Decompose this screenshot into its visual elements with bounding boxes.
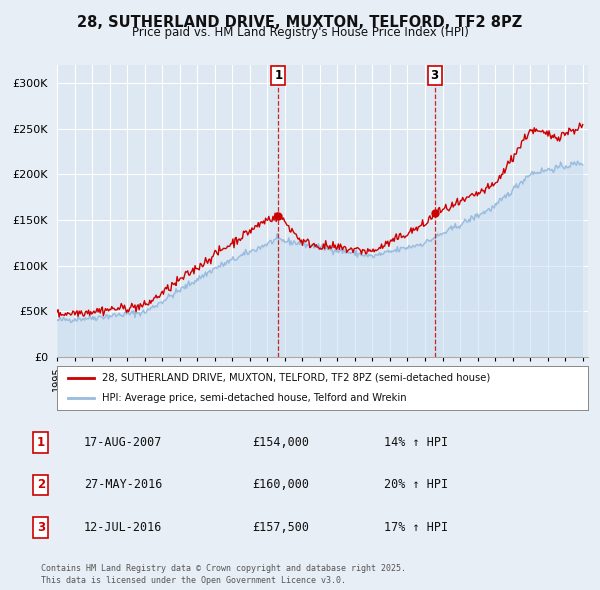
Text: 17% ↑ HPI: 17% ↑ HPI — [384, 521, 448, 534]
Text: 27-MAY-2016: 27-MAY-2016 — [84, 478, 163, 491]
Text: HPI: Average price, semi-detached house, Telford and Wrekin: HPI: Average price, semi-detached house,… — [102, 393, 407, 403]
Text: 3: 3 — [37, 521, 45, 534]
Text: 3: 3 — [430, 70, 439, 83]
Text: 28, SUTHERLAND DRIVE, MUXTON, TELFORD, TF2 8PZ: 28, SUTHERLAND DRIVE, MUXTON, TELFORD, T… — [77, 15, 523, 30]
Text: 1: 1 — [37, 436, 45, 449]
Text: £157,500: £157,500 — [252, 521, 309, 534]
Text: 12-JUL-2016: 12-JUL-2016 — [84, 521, 163, 534]
Text: 17-AUG-2007: 17-AUG-2007 — [84, 436, 163, 449]
Text: 14% ↑ HPI: 14% ↑ HPI — [384, 436, 448, 449]
Text: 2: 2 — [37, 478, 45, 491]
Text: 28, SUTHERLAND DRIVE, MUXTON, TELFORD, TF2 8PZ (semi-detached house): 28, SUTHERLAND DRIVE, MUXTON, TELFORD, T… — [102, 373, 490, 383]
Text: Price paid vs. HM Land Registry's House Price Index (HPI): Price paid vs. HM Land Registry's House … — [131, 26, 469, 39]
Text: 20% ↑ HPI: 20% ↑ HPI — [384, 478, 448, 491]
Text: Contains HM Land Registry data © Crown copyright and database right 2025.
This d: Contains HM Land Registry data © Crown c… — [41, 565, 406, 585]
Text: £160,000: £160,000 — [252, 478, 309, 491]
Text: £154,000: £154,000 — [252, 436, 309, 449]
Text: 1: 1 — [274, 70, 283, 83]
